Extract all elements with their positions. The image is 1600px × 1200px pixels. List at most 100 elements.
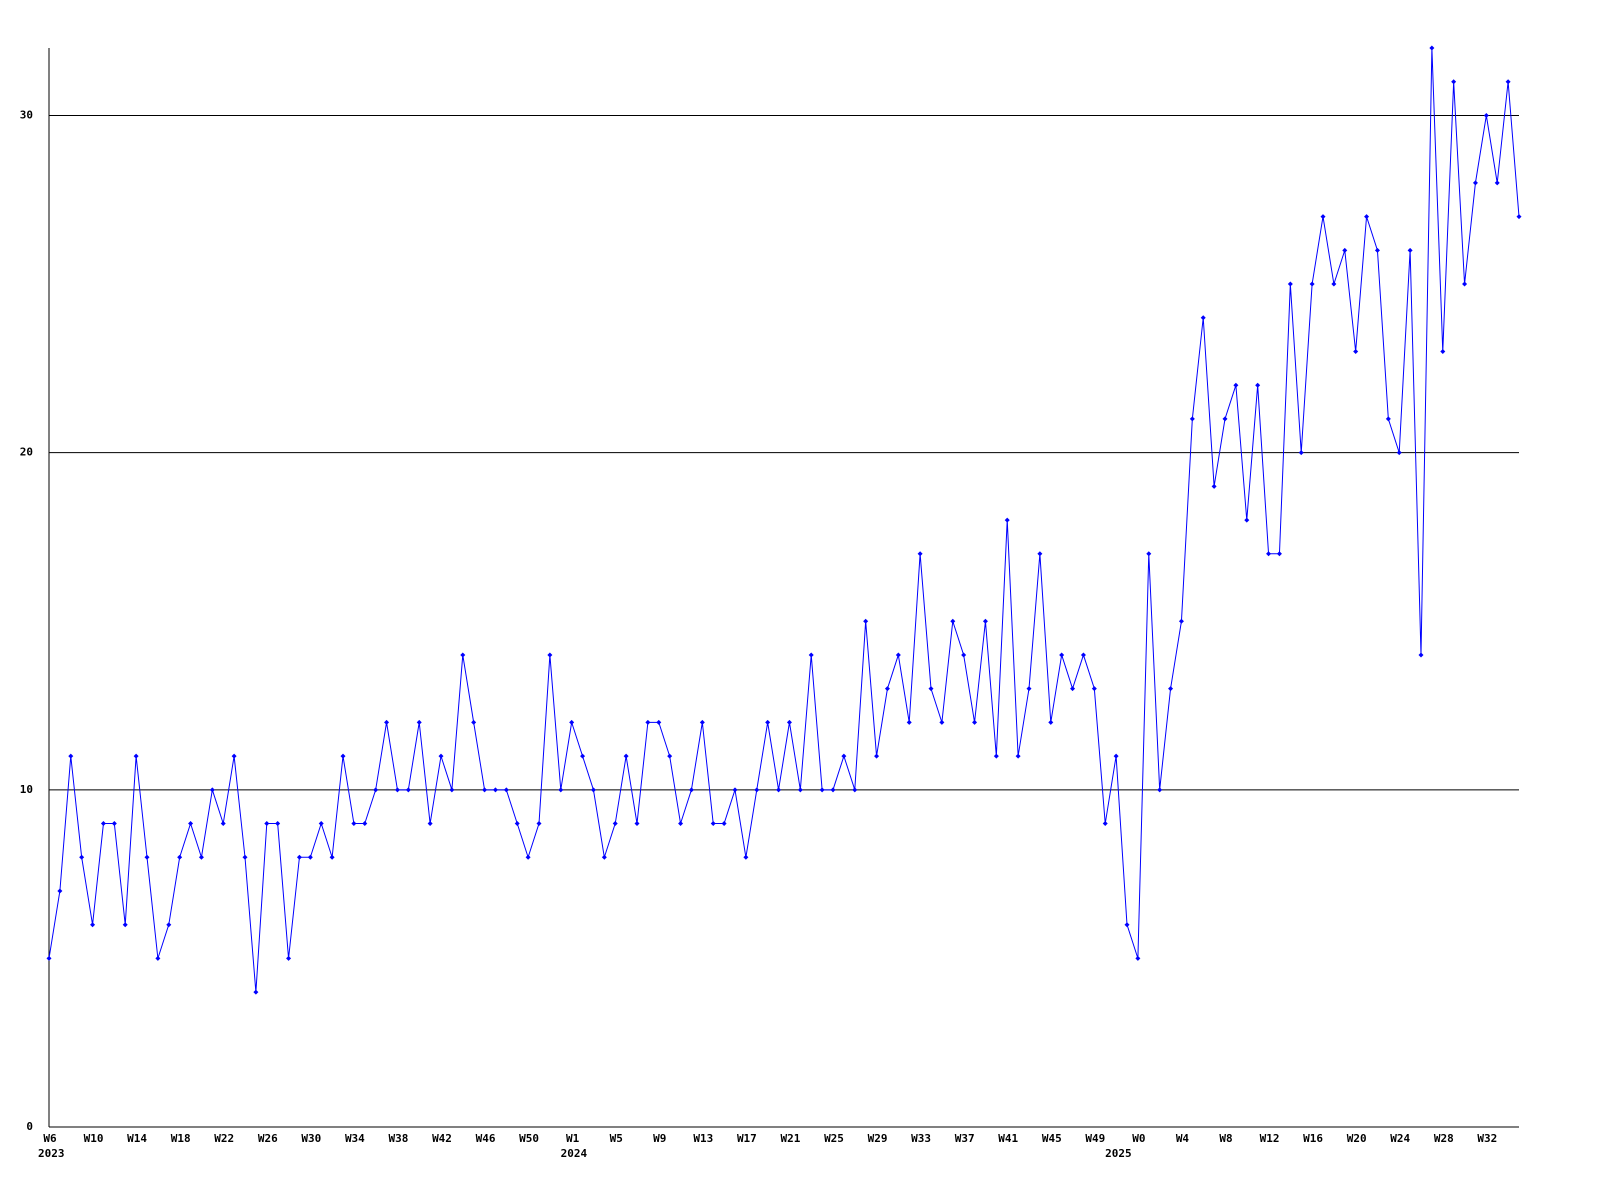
x-tick-label: W50 — [519, 1132, 539, 1145]
data-point — [90, 922, 96, 928]
data-point — [166, 922, 172, 928]
data-point — [144, 854, 150, 860]
data-point — [645, 719, 651, 725]
data-point — [482, 787, 488, 793]
data-point — [1516, 214, 1522, 220]
x-tick-label: W22 — [214, 1132, 234, 1145]
x-tick-label: W25 — [824, 1132, 844, 1145]
data-point — [111, 821, 117, 827]
data-point — [318, 821, 324, 827]
x-tick-label: W18 — [171, 1132, 191, 1145]
x-tick-label: W28 — [1434, 1132, 1454, 1145]
data-point — [275, 821, 281, 827]
data-point — [503, 787, 509, 793]
data-point — [754, 787, 760, 793]
data-point — [79, 854, 85, 860]
data-point — [1440, 348, 1446, 354]
data-point — [514, 821, 520, 827]
data-point — [1211, 483, 1217, 489]
data-point — [569, 719, 575, 725]
data-point — [1168, 686, 1174, 692]
data-point — [1222, 416, 1228, 422]
data-point — [819, 787, 825, 793]
data-point — [209, 787, 215, 793]
data-point — [580, 753, 586, 759]
data-point — [1091, 686, 1097, 692]
x-tick-label: W17 — [737, 1132, 757, 1145]
data-point — [57, 888, 63, 894]
x-year-label: 2023 — [38, 1147, 65, 1160]
data-point — [710, 821, 716, 827]
data-point — [471, 719, 477, 725]
data-point — [46, 955, 52, 961]
data-point — [1266, 551, 1272, 557]
data-point — [1135, 955, 1141, 961]
x-tick-label: W4 — [1176, 1132, 1190, 1145]
x-tick-label: W8 — [1219, 1132, 1232, 1145]
data-point — [841, 753, 847, 759]
data-point — [776, 787, 782, 793]
data-point — [68, 753, 74, 759]
data-point — [1004, 517, 1010, 523]
x-tick-label: W37 — [955, 1132, 975, 1145]
data-point — [1429, 45, 1435, 51]
data-point — [906, 719, 912, 725]
x-tick-label: W9 — [653, 1132, 666, 1145]
data-point — [590, 787, 596, 793]
data-point — [982, 618, 988, 624]
data-point — [416, 719, 422, 725]
x-tick-label: W46 — [476, 1132, 496, 1145]
data-point — [340, 753, 346, 759]
data-point — [1309, 281, 1315, 287]
data-point — [1255, 382, 1261, 388]
x-tick-label: W32 — [1477, 1132, 1497, 1145]
data-point — [884, 686, 890, 692]
data-point — [678, 821, 684, 827]
data-point — [1157, 787, 1163, 793]
data-point — [100, 821, 106, 827]
data-point — [307, 854, 313, 860]
data-point — [198, 854, 204, 860]
data-point — [547, 652, 553, 658]
data-point — [917, 551, 923, 557]
x-tick-label: W30 — [301, 1132, 321, 1145]
x-tick-label: W21 — [781, 1132, 801, 1145]
y-tick-label: 0 — [26, 1120, 33, 1133]
data-point — [449, 787, 455, 793]
data-point — [1451, 79, 1457, 85]
data-point — [1037, 551, 1043, 557]
data-point — [286, 955, 292, 961]
data-point — [928, 686, 934, 692]
data-point — [1080, 652, 1086, 658]
x-tick-label: W45 — [1042, 1132, 1062, 1145]
x-tick-label: W14 — [127, 1132, 147, 1145]
data-point — [765, 719, 771, 725]
data-point — [264, 821, 270, 827]
data-point — [1331, 281, 1337, 287]
data-point — [601, 854, 607, 860]
data-point — [1320, 214, 1326, 220]
data-point — [1494, 180, 1500, 186]
data-point — [950, 618, 956, 624]
data-point — [1048, 719, 1054, 725]
data-point — [1353, 348, 1359, 354]
x-tick-label: W13 — [693, 1132, 713, 1145]
data-point — [939, 719, 945, 725]
data-point — [1385, 416, 1391, 422]
data-point — [1189, 416, 1195, 422]
data-point — [351, 821, 357, 827]
data-point — [177, 854, 183, 860]
y-tick-label: 20 — [20, 446, 33, 459]
data-point — [656, 719, 662, 725]
data-point — [1102, 821, 1108, 827]
x-tick-label: W34 — [345, 1132, 365, 1145]
data-point — [852, 787, 858, 793]
data-point — [384, 719, 390, 725]
data-point — [721, 821, 727, 827]
x-year-label: 2024 — [561, 1147, 588, 1160]
x-tick-label: W38 — [389, 1132, 409, 1145]
data-point — [1233, 382, 1239, 388]
data-point — [1418, 652, 1424, 658]
data-point — [1407, 247, 1413, 253]
x-tick-label: W0 — [1132, 1132, 1145, 1145]
